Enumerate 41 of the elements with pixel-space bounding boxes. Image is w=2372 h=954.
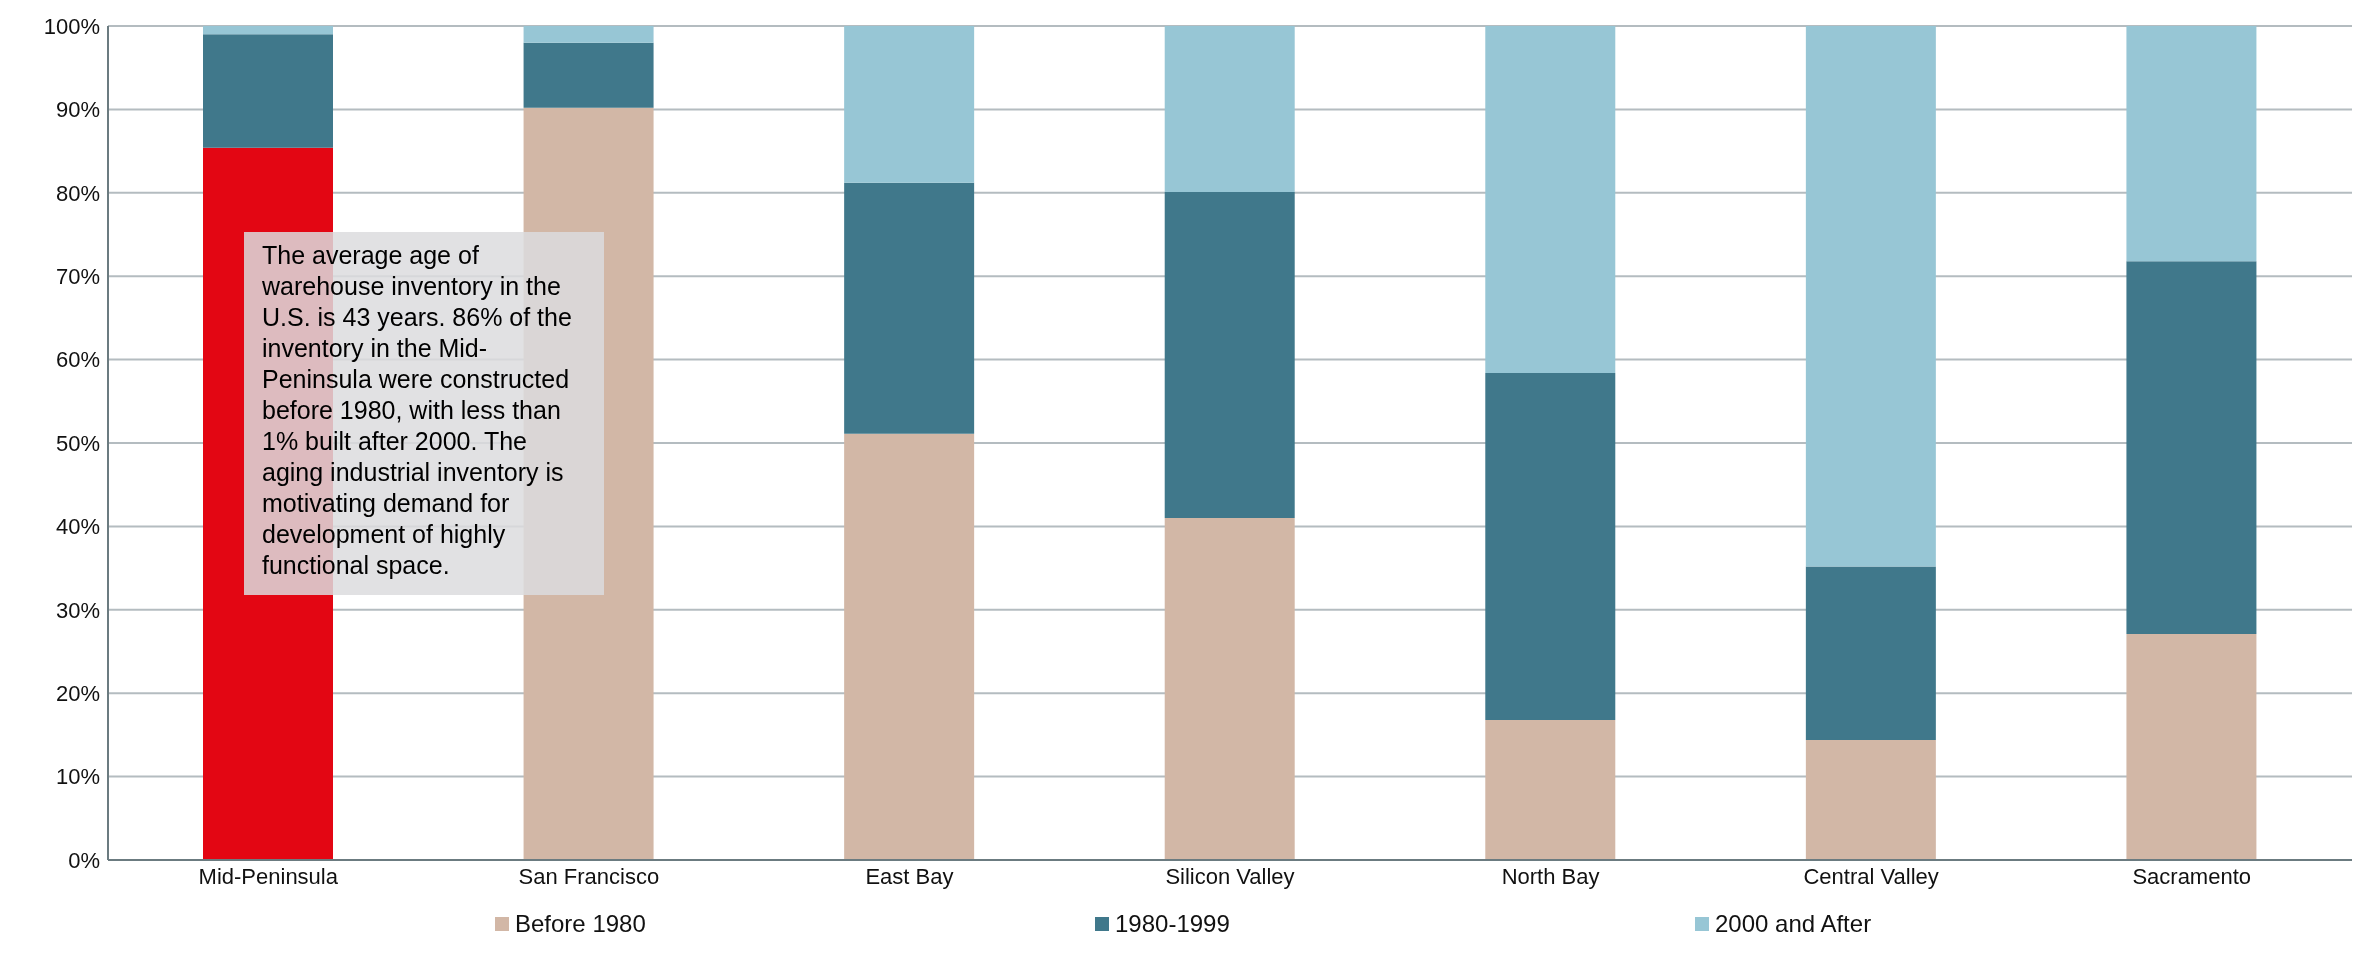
bar (203, 26, 333, 35)
bar (1805, 566, 1936, 740)
text: The average age of warehouse inventory in the U.S. is 43 years. 86% of the inventory in the Mid-Peninsula were constructed before 1980, with less than 1% built after 2000. The aging industrial inventory is motivating demand for development of highly functional space. (262, 241, 572, 579)
bar (844, 182, 975, 434)
bar (1485, 719, 1616, 860)
x-tick-label: Central Valley (1803, 863, 1939, 889)
y-tick-label: 50% (55, 430, 100, 456)
x-tick-label: San Francisco (518, 863, 660, 889)
bar (1485, 26, 1616, 373)
bar (523, 42, 654, 108)
x-tick-label: East Bay (865, 863, 954, 889)
bar (1164, 26, 1295, 192)
bar (844, 433, 975, 860)
bar (1164, 191, 1295, 519)
bar (1805, 26, 1936, 567)
y-tick-label: 40% (55, 514, 100, 540)
bar (844, 26, 975, 183)
bar (203, 34, 333, 148)
y-tick-label: 20% (55, 681, 100, 707)
legend-label: 1980-1999 (1115, 910, 1230, 938)
x-tick-label: North Bay (1501, 863, 1600, 889)
y-tick-label: 100% (43, 13, 100, 39)
x-tick-label: Mid-Peninsula (198, 863, 339, 889)
bar (1805, 739, 1936, 860)
y-tick-label: 30% (55, 597, 100, 623)
y-tick-label: 0% (68, 847, 100, 873)
y-tick-label: 70% (55, 264, 100, 290)
legend-label: Before 1980 (515, 910, 646, 938)
y-tick-label: 90% (55, 97, 100, 123)
bar (2126, 261, 2257, 634)
bar (1164, 518, 1295, 860)
y-tick-label: 10% (55, 764, 100, 790)
bar (2126, 26, 2257, 262)
x-tick-label: Silicon Valley (1165, 863, 1295, 889)
x-tick-label: Sacramento (2132, 863, 2252, 889)
bar (1485, 372, 1616, 720)
legend-label: 2000 and After (1715, 910, 1872, 938)
bar (523, 26, 654, 43)
y-tick-label: 80% (55, 180, 100, 206)
y-tick-label: 60% (55, 347, 100, 373)
bar (2126, 633, 2257, 860)
